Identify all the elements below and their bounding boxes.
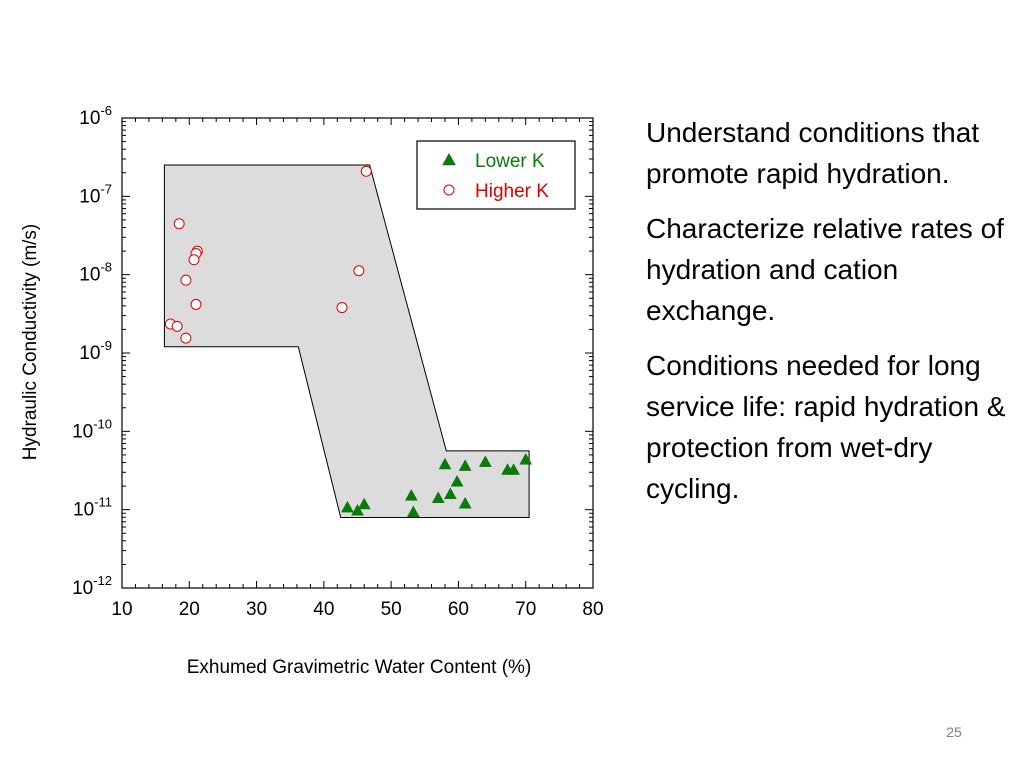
envelope-region xyxy=(163,164,530,518)
y-axis-label: Hydraulic Conductivity (m/s) xyxy=(20,224,41,461)
legend-circle-marker xyxy=(443,184,455,196)
y-tick-label: 10-9 xyxy=(79,338,112,364)
bullet-2: Characterize relative rates of hydration… xyxy=(646,213,1004,326)
y-tick-label: 10-6 xyxy=(79,103,112,129)
lower-k-point xyxy=(340,500,354,513)
y-tick-label: 10-7 xyxy=(79,181,112,207)
chart: 10 20 30 40 50 60 70 80 10-6 10-7 10-8 10-9 10-10 10… xyxy=(20,103,604,678)
x-tick-labels: 10 20 30 40 50 60 70 80 xyxy=(111,599,603,620)
higher-k-point xyxy=(336,302,348,314)
bullet-3: Conditions needed for long service life:… xyxy=(646,350,1006,504)
chart-svg: 10 20 30 40 50 60 70 80 10-610-710-810-910-1010… xyxy=(20,103,604,678)
y-tick-label: 10-10 xyxy=(72,416,112,442)
x-tick-label: 40 xyxy=(313,599,334,620)
x-tick-label: 60 xyxy=(448,599,469,620)
y-tick-labels: 10-6 10-7 10-8 10-9 10-10 10-11 10-12 xyxy=(72,103,112,599)
lower-k-point xyxy=(458,459,472,471)
lower-k-point xyxy=(478,455,492,467)
legend-entry-label: Lower K xyxy=(475,151,545,172)
lower-k-point xyxy=(351,503,364,516)
legend-entry-label: Higher K xyxy=(475,181,549,202)
x-axis-label: Exhumed Gravimetric Water Content (%) xyxy=(187,657,532,678)
lower-k-point xyxy=(404,489,418,501)
lower-k-point xyxy=(458,496,472,509)
lower-k-point xyxy=(357,497,371,510)
lower-k-point xyxy=(406,505,420,518)
higher-k-point xyxy=(353,265,365,277)
higher-k-point xyxy=(180,274,192,286)
x-tick-label: 80 xyxy=(582,599,603,620)
lower-k-point xyxy=(450,474,464,487)
x-tick-label: 50 xyxy=(381,599,402,620)
lower-k-point xyxy=(519,453,533,465)
higher-k-point xyxy=(180,332,192,344)
legend-triangle-marker xyxy=(442,152,456,166)
lower-k-point xyxy=(438,457,452,470)
lower-k-point xyxy=(431,491,445,503)
bullet-list: Understand conditions that promote rapid… xyxy=(646,112,1006,523)
slide-number: 25 xyxy=(946,724,962,740)
legend-box xyxy=(416,140,576,210)
y-tick-label: 10-11 xyxy=(73,495,112,521)
x-tick-label: 30 xyxy=(246,599,267,620)
x-tick-label: 20 xyxy=(179,599,200,620)
higher-k-point xyxy=(190,298,202,310)
x-tick-label: 70 xyxy=(515,599,536,620)
lower-k-point xyxy=(443,487,457,500)
higher-k-point xyxy=(173,218,185,230)
lower-k-point xyxy=(507,463,521,475)
higher-k-point xyxy=(171,320,183,332)
legend: Lower K Higher K xyxy=(416,140,576,210)
data-points xyxy=(164,165,533,518)
axis-ticks xyxy=(121,117,594,589)
bullet-1: Understand conditions that promote rapid… xyxy=(646,117,980,189)
higher-k-point xyxy=(188,254,200,266)
x-tick-label: 10 xyxy=(111,599,132,620)
y-tick-label: 10-12 xyxy=(72,573,112,599)
y-tick-label: 10-8 xyxy=(79,260,112,286)
higher-k-point xyxy=(360,165,372,177)
